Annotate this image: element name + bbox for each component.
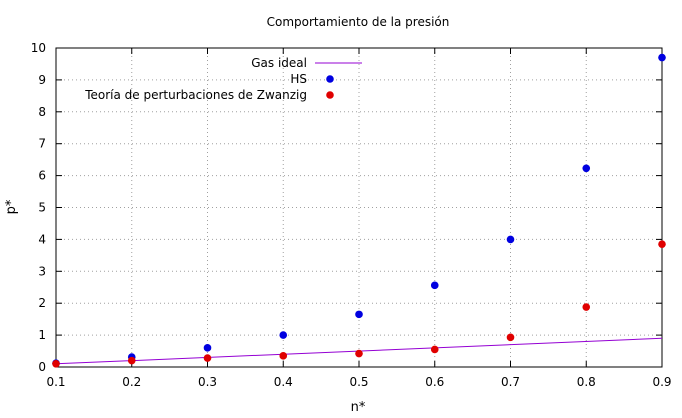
x-tick-label: 0.7 xyxy=(501,375,520,389)
hs-data-point xyxy=(658,53,666,62)
legend: Gas ideal HS Teoría de perturbaciones de… xyxy=(84,56,362,102)
y-tick-label: 9 xyxy=(38,73,46,87)
x-tick-label: 0.3 xyxy=(198,375,217,389)
y-tick-label: 3 xyxy=(38,264,46,278)
y-tick-label: 5 xyxy=(38,201,46,215)
hs-data-point xyxy=(279,331,288,339)
y-tick-label: 6 xyxy=(38,169,46,183)
chart-title: Comportamiento de la presión xyxy=(267,15,450,29)
x-tick-label: 0.6 xyxy=(425,375,444,389)
x-tick-label: 0.4 xyxy=(274,375,293,389)
hs-data-point xyxy=(203,344,212,352)
zwanzig-data-point xyxy=(52,360,60,368)
legend-label-hs: HS xyxy=(290,72,307,86)
x-tick-label: 0.9 xyxy=(652,375,671,389)
series-layer xyxy=(52,53,666,368)
hs-data-point xyxy=(430,281,439,290)
x-tick-label: 0.2 xyxy=(122,375,141,389)
x-tick-label: 0.8 xyxy=(577,375,596,389)
y-tick-label: 1 xyxy=(38,328,46,342)
y-tick-label: 2 xyxy=(38,296,46,310)
zwanzig-data-point xyxy=(658,240,666,248)
zwanzig-data-point xyxy=(203,354,212,362)
y-axis-label: p* xyxy=(4,199,19,214)
y-tick-label: 8 xyxy=(38,105,46,119)
hs-data-point xyxy=(355,310,363,319)
x-axis-label: n* xyxy=(351,400,366,415)
y-tick-label: 0 xyxy=(38,360,46,374)
legend-swatch-zwanzig xyxy=(326,91,334,99)
x-axis-ticks: 0.1 0.2 0.3 0.4 0.5 0.6 0.7 0.8 0.9 xyxy=(46,48,672,389)
y-tick-label: 7 xyxy=(38,137,46,151)
hs-data-point xyxy=(582,164,591,173)
zwanzig-data-point xyxy=(506,333,515,342)
legend-label-zwanzig: Teoría de perturbaciones de Zwanzig xyxy=(84,88,307,102)
hs-data-point xyxy=(506,235,515,244)
zwanzig-data-point xyxy=(355,349,363,358)
y-tick-label: 4 xyxy=(38,232,46,246)
zwanzig-data-point xyxy=(582,303,591,311)
zwanzig-data-point xyxy=(127,356,136,365)
legend-label-gas-ideal: Gas ideal xyxy=(251,56,307,70)
zwanzig-data-point xyxy=(430,345,439,354)
zwanzig-data-point xyxy=(279,352,288,360)
legend-swatch-hs xyxy=(326,75,334,83)
y-tick-label: 10 xyxy=(31,41,46,55)
x-tick-label: 0.5 xyxy=(349,375,368,389)
y-axis-ticks: 0 1 2 3 4 5 6 7 8 9 10 xyxy=(31,41,662,374)
grid xyxy=(56,48,662,367)
x-tick-label: 0.1 xyxy=(46,375,65,389)
